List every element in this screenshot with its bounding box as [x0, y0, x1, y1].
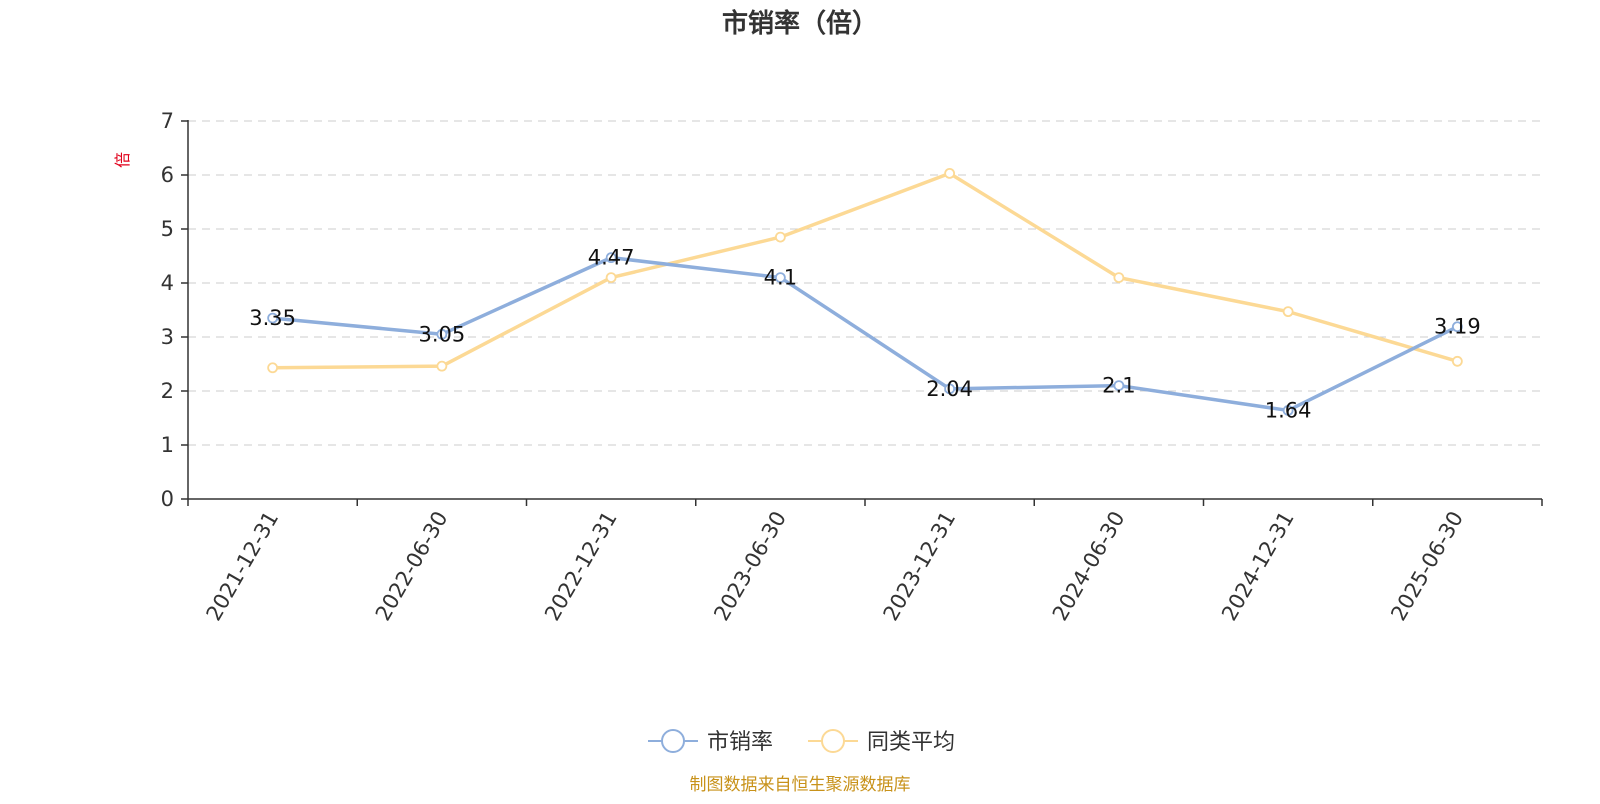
data-point-0: [605, 252, 617, 264]
data-point-0: [436, 328, 448, 340]
x-tick-label: 2023-12-31: [879, 507, 961, 625]
x-tick-label: 2024-06-30: [1048, 507, 1130, 625]
data-label: 4.47: [588, 246, 635, 270]
y-tick-label: 1: [161, 433, 174, 457]
data-label: 3.19: [1434, 315, 1481, 339]
data-point-0: [774, 272, 786, 284]
data-point-1: [774, 231, 786, 243]
data-point-1: [1451, 355, 1463, 367]
series-line-1: [270, 171, 1460, 370]
data-point-0: [1113, 380, 1125, 392]
series-layer: [267, 167, 1463, 416]
data-point-0: [944, 383, 956, 395]
data-point-0: [1451, 321, 1463, 333]
x-tick-label: 2022-12-31: [540, 507, 622, 625]
data-point-0: [267, 312, 279, 324]
data-label: 3.35: [249, 306, 296, 330]
data-point-1: [267, 362, 279, 374]
y-tick-label: 4: [161, 271, 174, 295]
data-label: 2.1: [1102, 374, 1135, 398]
legend-label: 市销率: [707, 730, 773, 755]
legend-label: 同类平均: [867, 730, 955, 755]
data-point-0: [1282, 405, 1294, 416]
x-tick-label: 2024-12-31: [1217, 507, 1299, 625]
y-tick-label: 2: [161, 379, 174, 403]
y-tick-label: 7: [161, 109, 174, 133]
data-label: 1.64: [1265, 398, 1312, 422]
data-label: 3.05: [418, 322, 465, 346]
source-note: 制图数据来自恒生聚源数据库: [690, 775, 911, 795]
chart-title: 市销率（倍）: [722, 8, 878, 39]
data-label: 2.04: [926, 377, 973, 401]
data-point-1: [1282, 306, 1294, 318]
y-tick-label: 3: [161, 325, 174, 349]
data-point-1: [605, 272, 617, 284]
grid-layer: [188, 120, 1542, 446]
legend-marker: [821, 729, 845, 753]
series-line-0: [270, 255, 1460, 413]
x-tick-label: 2023-06-30: [709, 507, 791, 625]
y-tick-label: 5: [161, 217, 174, 241]
y-tick-label: 0: [161, 487, 174, 511]
data-label: 4.1: [764, 266, 797, 290]
y-tick-label: 6: [161, 163, 174, 187]
x-tick-label: 2025-06-30: [1386, 507, 1468, 625]
data-point-1: [1113, 272, 1125, 284]
data-label-layer: 3.35 3.05 4.47 4.1 2.04 2.1 1.64 3.19: [249, 246, 1481, 423]
legend: 市销率 同类平均: [648, 729, 955, 755]
legend-marker: [661, 729, 685, 753]
x-tick-label: 2021-12-31: [202, 507, 284, 625]
data-point-1: [436, 360, 448, 372]
x-tick-label: 2022-06-30: [371, 507, 453, 625]
y-axis-unit-label: 倍: [113, 152, 132, 168]
data-point-1: [944, 167, 956, 179]
